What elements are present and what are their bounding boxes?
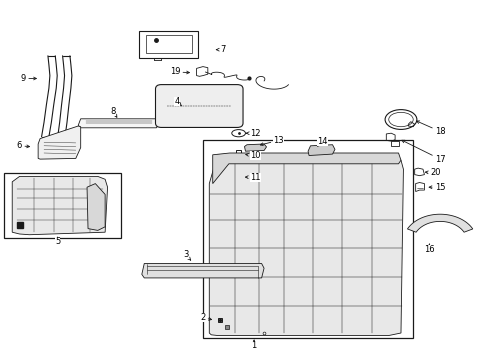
- Polygon shape: [12, 176, 107, 235]
- Text: 7: 7: [216, 45, 224, 54]
- Text: 5: 5: [55, 237, 60, 246]
- Text: 4: 4: [174, 97, 182, 106]
- Polygon shape: [78, 119, 159, 128]
- Polygon shape: [407, 214, 472, 232]
- Text: 13: 13: [260, 136, 284, 145]
- Polygon shape: [38, 126, 81, 159]
- Bar: [235, 150, 240, 158]
- Text: 2: 2: [200, 313, 211, 322]
- Text: 14: 14: [317, 136, 327, 146]
- Polygon shape: [142, 264, 264, 278]
- Text: 17: 17: [401, 140, 445, 163]
- Text: 10: 10: [245, 151, 260, 160]
- Text: 20: 20: [425, 168, 440, 177]
- Text: 9: 9: [21, 74, 36, 83]
- Polygon shape: [87, 184, 105, 230]
- Polygon shape: [209, 155, 403, 336]
- Bar: [145, 35, 191, 53]
- Text: 12: 12: [246, 129, 260, 138]
- Bar: [139, 31, 198, 58]
- FancyBboxPatch shape: [155, 85, 243, 127]
- Polygon shape: [212, 153, 400, 184]
- Text: 1: 1: [250, 340, 255, 350]
- Text: 8: 8: [111, 107, 117, 117]
- Text: 11: 11: [245, 173, 260, 181]
- Text: 6: 6: [17, 141, 29, 150]
- Text: 16: 16: [423, 244, 434, 253]
- Bar: [203, 140, 412, 338]
- Text: 3: 3: [183, 251, 190, 260]
- Text: 15: 15: [428, 183, 445, 192]
- Bar: [4, 173, 121, 238]
- Polygon shape: [307, 145, 334, 156]
- Text: 18: 18: [416, 121, 445, 136]
- Polygon shape: [244, 144, 266, 151]
- Text: 19: 19: [169, 68, 189, 77]
